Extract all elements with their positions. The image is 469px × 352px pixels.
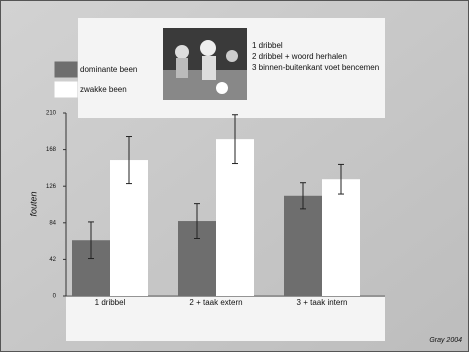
- photo-caption: 2 dribbel + woord herhalen: [252, 52, 347, 61]
- y-tick-label: 168: [46, 147, 57, 153]
- legend-swatch: [55, 82, 77, 97]
- y-tick-label: 210: [46, 111, 57, 117]
- x-tick-label: 1 dribbel: [95, 298, 126, 307]
- photo: [163, 28, 247, 100]
- legend-swatch: [55, 62, 77, 77]
- photo-caption: 1 dribbel: [252, 41, 283, 50]
- bar: [322, 179, 360, 296]
- photo-caption: 3 binnen-buitenkant voet bencemen: [252, 63, 379, 72]
- y-axis-label: fouten: [28, 191, 38, 216]
- x-tick-label: 2 + taak extern: [189, 298, 242, 307]
- y-tick-label: 42: [49, 257, 56, 263]
- legend-label: dominante been: [80, 65, 137, 74]
- credit: Gray 2004: [429, 337, 462, 344]
- legend-label: zwakke been: [80, 85, 127, 94]
- x-tick-label: 3 + taak intern: [297, 298, 348, 307]
- bar: [284, 196, 322, 296]
- y-tick-label: 84: [49, 220, 56, 226]
- chart: fouten 1 dribbel 2 dribbel + woord herha…: [0, 0, 469, 352]
- y-tick-label: 126: [46, 184, 57, 190]
